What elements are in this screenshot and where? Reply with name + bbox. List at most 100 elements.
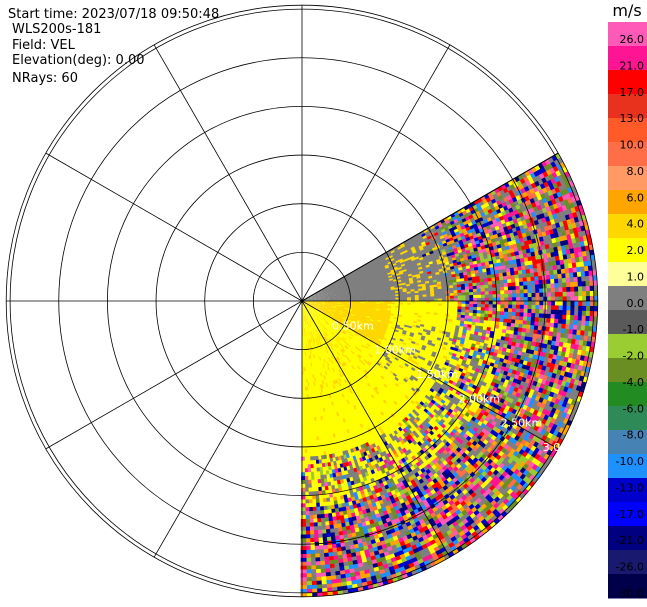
velocity-cell bbox=[389, 256, 395, 261]
velocity-cell bbox=[369, 267, 374, 272]
velocity-cell bbox=[555, 455, 563, 464]
velocity-cell bbox=[354, 285, 360, 289]
velocity-cell bbox=[367, 275, 373, 279]
velocity-cell bbox=[337, 283, 342, 286]
velocity-cell bbox=[386, 250, 392, 255]
velocity-cell bbox=[601, 311, 606, 318]
velocity-cell bbox=[319, 290, 324, 294]
velocity-cell bbox=[339, 278, 345, 282]
velocity-cell bbox=[399, 259, 405, 264]
velocity-cell bbox=[324, 291, 329, 294]
velocity-cell bbox=[402, 247, 408, 253]
velocity-cell bbox=[335, 289, 340, 292]
velocity-cell bbox=[597, 253, 598, 261]
velocity-cell bbox=[397, 256, 403, 261]
velocity-cell bbox=[309, 295, 314, 298]
velocity-cell bbox=[383, 261, 388, 266]
velocity-cell bbox=[362, 273, 368, 277]
velocity-cell bbox=[378, 260, 384, 264]
velocity-cell bbox=[354, 284, 359, 288]
velocity-cell bbox=[324, 292, 329, 295]
velocity-cell bbox=[329, 283, 334, 287]
velocity-cell bbox=[355, 275, 360, 279]
velocity-cell bbox=[312, 295, 318, 298]
velocity-cell bbox=[313, 296, 318, 298]
velocity-cell bbox=[409, 244, 415, 249]
velocity-cell bbox=[399, 242, 405, 247]
velocity-cell bbox=[331, 288, 336, 291]
station-label: WLS200s-181 bbox=[12, 22, 102, 37]
velocity-cell bbox=[380, 275, 385, 279]
velocity-cell bbox=[316, 295, 322, 298]
velocity-cell bbox=[595, 237, 598, 246]
velocity-cell bbox=[599, 259, 604, 266]
velocity-cell bbox=[594, 358, 598, 366]
velocity-cell bbox=[593, 363, 598, 371]
velocity-cell bbox=[343, 287, 348, 291]
velocity-cell bbox=[584, 393, 592, 402]
velocity-cell bbox=[351, 287, 356, 290]
elevation-label: Elevation(deg): 0.00 bbox=[12, 53, 145, 68]
velocity-cell bbox=[319, 291, 324, 294]
velocity-cell bbox=[350, 273, 355, 277]
velocity-cell bbox=[313, 295, 318, 298]
velocity-cell bbox=[387, 251, 393, 256]
velocity-cell bbox=[357, 270, 363, 274]
velocity-cell bbox=[411, 257, 417, 262]
velocity-cell bbox=[383, 274, 389, 278]
velocity-cell bbox=[315, 292, 321, 295]
velocity-cell bbox=[601, 274, 606, 281]
velocity-cell bbox=[305, 298, 310, 300]
velocity-cell bbox=[369, 282, 375, 286]
velocity-cell bbox=[396, 244, 402, 249]
velocity-cell bbox=[360, 268, 366, 273]
velocity-cell bbox=[372, 278, 378, 281]
velocity-cell bbox=[343, 288, 348, 291]
velocity-cell bbox=[332, 291, 337, 294]
velocity-cell bbox=[355, 276, 361, 280]
velocity-cell bbox=[353, 280, 358, 284]
velocity-cell bbox=[312, 293, 317, 296]
velocity-cell bbox=[349, 283, 355, 286]
velocity-cell bbox=[354, 273, 360, 277]
velocity-cell bbox=[327, 289, 332, 292]
velocity-cell bbox=[371, 274, 377, 278]
velocity-cell bbox=[309, 296, 314, 299]
velocity-cell bbox=[374, 270, 379, 274]
velocity-cell bbox=[327, 291, 333, 294]
velocity-cell bbox=[579, 408, 586, 417]
velocity-cell bbox=[351, 277, 357, 280]
velocity-cell bbox=[339, 290, 345, 293]
velocity-cell bbox=[597, 295, 598, 303]
velocity-cell bbox=[412, 242, 419, 247]
velocity-cell bbox=[393, 267, 399, 272]
velocity-cell bbox=[566, 158, 574, 167]
velocity-cell bbox=[330, 287, 335, 290]
velocity-cell bbox=[400, 253, 406, 258]
velocity-cell bbox=[413, 252, 419, 257]
velocity-cell bbox=[331, 288, 336, 292]
velocity-cell bbox=[322, 287, 327, 291]
velocity-cell bbox=[366, 263, 372, 267]
velocity-cell bbox=[587, 207, 594, 215]
velocity-cell bbox=[317, 295, 322, 298]
velocity-cell bbox=[361, 271, 367, 275]
velocity-cell bbox=[313, 297, 318, 299]
velocity-cell bbox=[592, 227, 598, 236]
velocity-cell bbox=[564, 153, 572, 162]
velocity-cell bbox=[350, 284, 355, 287]
velocity-cell bbox=[339, 287, 344, 290]
velocity-cell bbox=[320, 295, 326, 297]
velocity-cell bbox=[324, 293, 329, 296]
velocity-cell bbox=[336, 282, 342, 285]
velocity-cell bbox=[366, 273, 372, 277]
velocity-cell bbox=[403, 240, 409, 245]
velocity-cell bbox=[392, 264, 398, 269]
velocity-cell bbox=[395, 251, 401, 256]
velocity-cell bbox=[347, 276, 352, 280]
velocity-cell bbox=[366, 283, 371, 287]
velocity-cell bbox=[332, 292, 337, 295]
velocity-cell bbox=[346, 275, 352, 279]
velocity-cell bbox=[356, 268, 362, 273]
